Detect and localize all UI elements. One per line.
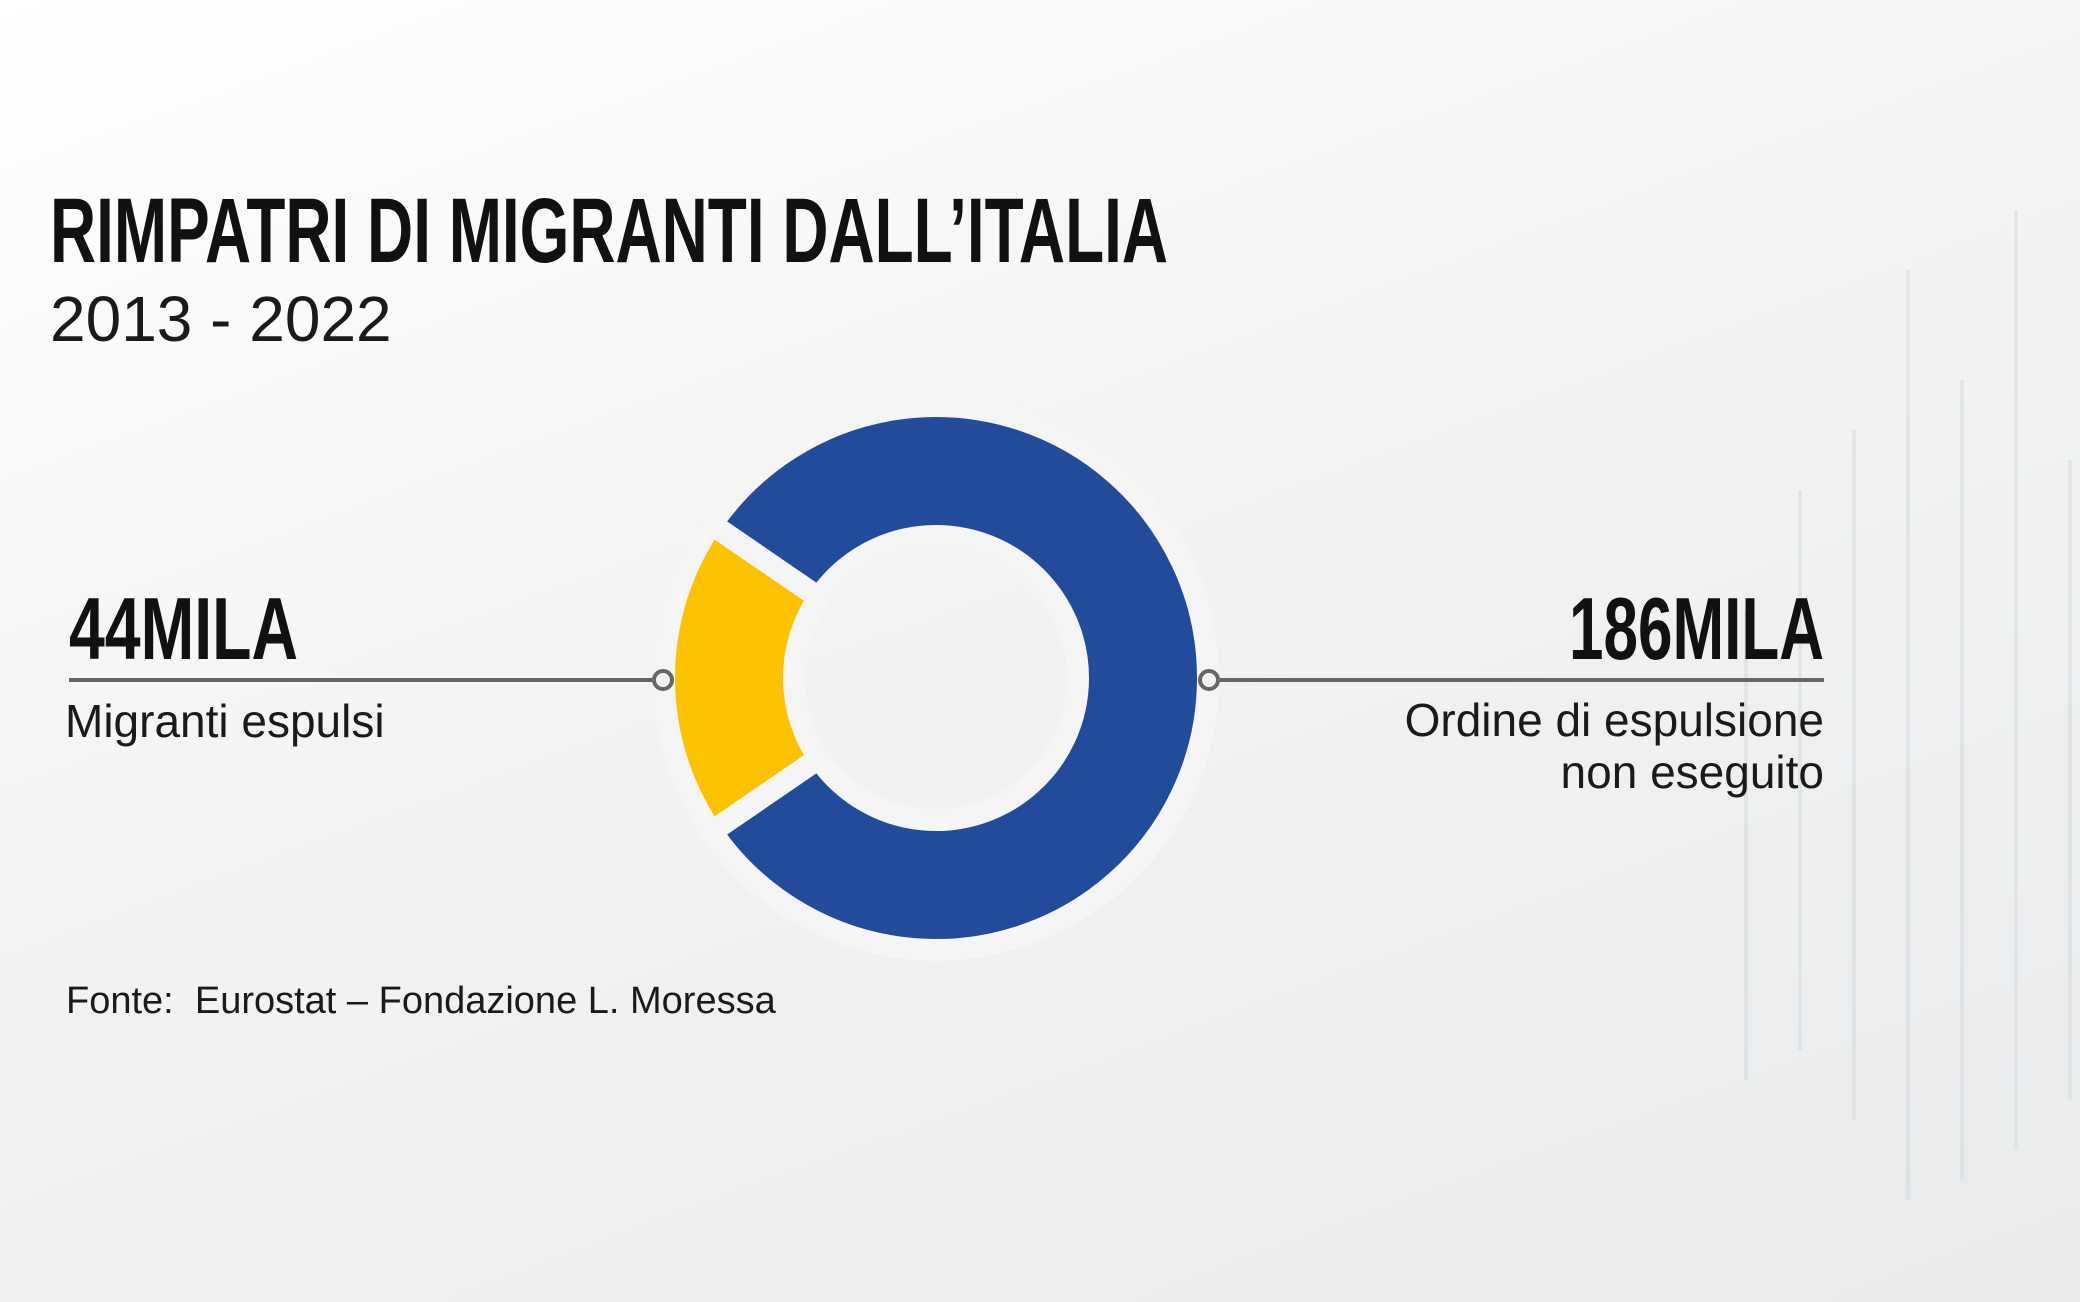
leader-marker	[1198, 669, 1220, 691]
donut-slice	[696, 395, 1219, 961]
category-label: Ordine di espulsione non eseguito	[1404, 694, 1824, 798]
donut-slice	[653, 508, 835, 848]
value-label: 44MILA	[69, 579, 298, 678]
chart-title: RIMPATRI DI MIGRANTI DALL’ITALIA	[50, 180, 1168, 282]
source-note: Fonte: Eurostat – Fondazione L. Moressa	[66, 980, 776, 1022]
chart-subtitle: 2013 - 2022	[50, 283, 392, 355]
leader-marker	[652, 669, 674, 691]
category-label: Migranti espulsi	[65, 695, 385, 747]
background-decoration	[1744, 210, 2072, 1200]
value-label: 186MILA	[1569, 579, 1824, 678]
